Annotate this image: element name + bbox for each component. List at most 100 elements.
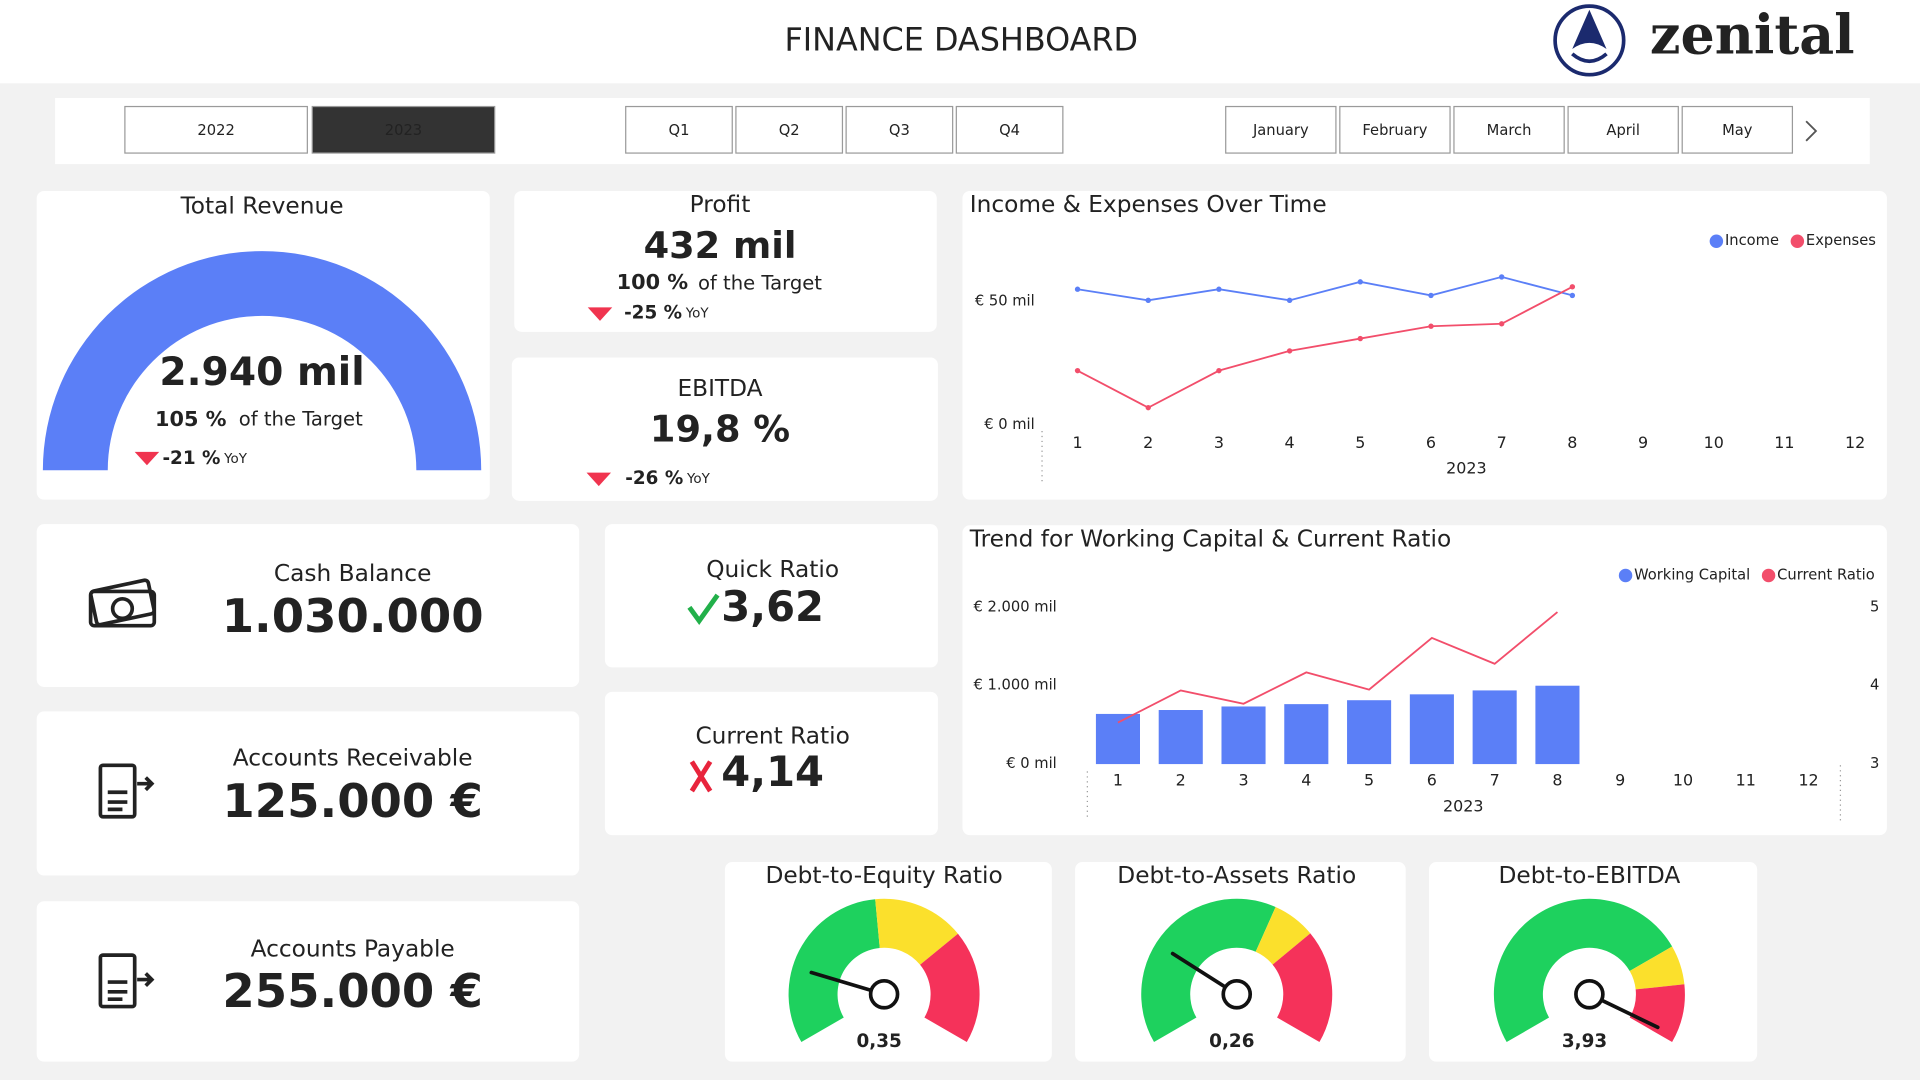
ratio-title: Current Ratio xyxy=(695,723,849,750)
month-button-label: January xyxy=(1252,122,1309,139)
x-tick-label: 8 xyxy=(1552,771,1562,790)
card xyxy=(514,191,937,332)
ratio-value: 3,62 xyxy=(721,582,824,631)
legend-swatch xyxy=(1790,234,1805,248)
target-text: of the Target xyxy=(239,408,363,431)
x-axis-label: 2023 xyxy=(1443,796,1483,815)
gauge-title: Debt-to-EBITDA xyxy=(1499,862,1681,889)
payable-icon xyxy=(98,953,155,1009)
balance-value: 125.000 € xyxy=(222,774,482,828)
bar xyxy=(1409,694,1454,765)
gauge-value: 0,26 xyxy=(1209,1031,1254,1052)
line-marker xyxy=(1357,279,1363,285)
x-tick-label: 9 xyxy=(1638,433,1648,452)
quarter-button-label: Q4 xyxy=(999,122,1020,139)
x-tick-label: 6 xyxy=(1426,433,1436,452)
balance-value: 255.000 € xyxy=(222,964,482,1018)
gauge-zone xyxy=(1255,907,1311,965)
yoy: -25 % xyxy=(624,302,682,323)
x-tick-label: 4 xyxy=(1285,433,1295,452)
month-button-label: May xyxy=(1722,122,1753,139)
x-tick-label: 10 xyxy=(1673,771,1693,790)
month-button-label: March xyxy=(1487,122,1532,139)
quarter-button[interactable] xyxy=(625,105,733,154)
card xyxy=(36,711,580,876)
quarter-button[interactable] xyxy=(845,105,954,154)
gauge-zone xyxy=(788,899,880,1043)
line-marker xyxy=(1216,367,1222,374)
card xyxy=(604,691,938,836)
x-tick-label: 11 xyxy=(1774,433,1794,452)
next-arrow[interactable] xyxy=(1805,120,1818,142)
y-tick-label: € 0 mil xyxy=(984,416,1035,433)
x-tick-label: 6 xyxy=(1427,771,1437,790)
bar xyxy=(1472,690,1517,765)
axis-dots xyxy=(1041,431,1842,821)
x-tick-label: 7 xyxy=(1490,771,1500,790)
yoy-unit: YoY xyxy=(223,452,248,467)
revenue-gauge xyxy=(42,251,482,471)
month-button-label: April xyxy=(1606,122,1640,139)
quarter-button-label: Q2 xyxy=(779,122,800,139)
x-tick-label: 12 xyxy=(1845,433,1865,452)
gauge-value: 0,35 xyxy=(857,1031,902,1052)
x-tick-label: 11 xyxy=(1736,771,1756,790)
gauge-zone xyxy=(920,933,980,1043)
target-pct: 105 % xyxy=(155,407,227,431)
year-button-label: 2022 xyxy=(197,122,234,139)
line-marker xyxy=(1145,297,1151,304)
down-arrows xyxy=(134,307,613,487)
logo-icon xyxy=(1553,4,1626,77)
legend-swatch xyxy=(1761,568,1776,583)
year-button[interactable] xyxy=(124,105,308,154)
quarter-button[interactable] xyxy=(955,105,1064,154)
y2-tick-label: 5 xyxy=(1870,598,1879,615)
gauge-zone xyxy=(1141,898,1276,1043)
month-button[interactable] xyxy=(1567,105,1679,154)
line-marker xyxy=(1145,404,1151,411)
card xyxy=(36,901,580,1062)
gauge-value: 3,93 xyxy=(1562,1031,1607,1052)
line-marker xyxy=(1498,321,1505,327)
y-tick-label: € 50 mil xyxy=(975,293,1035,310)
line-marker xyxy=(1286,348,1293,354)
x-tick-label: 2 xyxy=(1143,433,1153,452)
y2-tick-label: 4 xyxy=(1870,677,1879,694)
cross-icon xyxy=(689,760,713,793)
bar xyxy=(1535,685,1580,765)
x-tick-label: 2 xyxy=(1176,771,1186,790)
x-tick-label: 4 xyxy=(1301,771,1311,790)
gauge-zone xyxy=(1493,898,1673,1043)
x-tick-label: 10 xyxy=(1704,433,1724,452)
year-button[interactable] xyxy=(311,105,496,154)
bar xyxy=(1221,706,1266,765)
legend-label: Income xyxy=(1725,232,1779,249)
yoy: -21 % xyxy=(162,448,220,469)
x-tick-label: 5 xyxy=(1364,771,1374,790)
card xyxy=(511,357,938,501)
line-series xyxy=(1077,285,1573,409)
line-marker xyxy=(1357,335,1363,342)
month-button[interactable] xyxy=(1453,105,1565,154)
line-marker xyxy=(1498,274,1505,280)
x-tick-label: 12 xyxy=(1798,771,1818,790)
x-tick-label: 9 xyxy=(1615,771,1625,790)
legend-label: Current Ratio xyxy=(1777,567,1875,584)
gauge-hub xyxy=(868,978,900,1010)
line-marker xyxy=(1428,323,1434,329)
legend-label: Working Capital xyxy=(1634,567,1750,584)
month-button[interactable] xyxy=(1681,105,1794,154)
line-marker xyxy=(1074,286,1081,292)
receivable-icon xyxy=(98,763,155,819)
line-series xyxy=(1077,275,1573,302)
gauge-zone xyxy=(1629,946,1685,990)
ratio-title: Quick Ratio xyxy=(706,556,839,583)
quarter-button[interactable] xyxy=(735,105,844,154)
cash-icon xyxy=(88,578,157,628)
month-button[interactable] xyxy=(1339,105,1451,154)
kpi-title: EBITDA xyxy=(677,375,762,402)
line-marker xyxy=(1074,367,1081,374)
month-button[interactable] xyxy=(1225,105,1337,154)
kpi-value: 2.940 mil xyxy=(159,350,364,395)
x-tick-label: 1 xyxy=(1072,433,1082,452)
